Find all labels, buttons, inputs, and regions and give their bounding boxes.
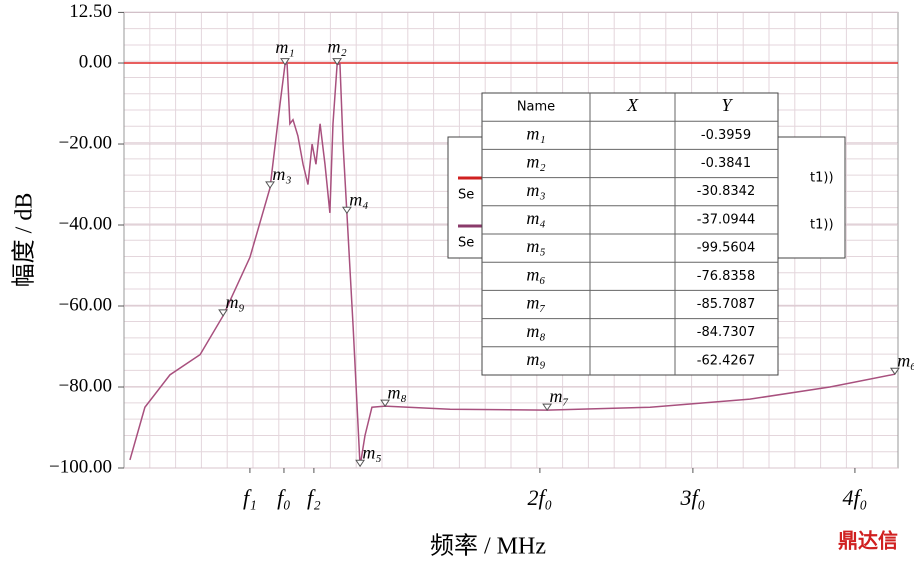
table-y: -62.4267 [697,353,755,368]
y-tick-label: −40.00 [59,213,112,234]
x-axis-label: 频率 / MHz [430,533,546,560]
table-y: -30.8342 [697,184,755,199]
table-name: m₇ [526,293,545,313]
y-tick-label: 12.50 [69,1,112,22]
series-line [129,61,896,467]
marker [380,399,391,408]
x-tick-label: 2f₀ [528,485,553,510]
table-name: m₁ [526,123,545,143]
marker-label: m₇ [549,386,568,406]
marker [332,58,343,66]
x-tick-label: 4f₀ [843,485,868,510]
table-name: m₄ [526,208,545,228]
table-header: Y [721,95,733,115]
marker-label: m₆ [897,350,914,370]
marker-label: m₁ [275,37,294,57]
legend-text: Se [458,188,474,203]
table-y: -99.5604 [697,241,755,256]
table-header: Name [517,100,555,115]
marker [355,459,366,468]
table-name: m₆ [526,264,545,284]
table-y: -0.3959 [701,128,751,143]
y-axis-label: 幅度 / dB [11,193,38,288]
y-tick-label: −100.00 [49,456,112,477]
table-y: -0.3841 [701,156,751,171]
table-name: m₅ [526,236,545,256]
marker [218,309,229,317]
marker-label: m₅ [362,442,381,462]
table-y: -85.7087 [697,297,755,312]
x-tick-label: f₀ [277,485,291,510]
table-header: X [626,95,639,115]
marker [280,58,290,66]
y-tick-label: −20.00 [59,132,112,153]
y-tick-label: −80.00 [59,375,112,396]
table-y: -84.7307 [697,325,755,340]
y-tick-label: −60.00 [59,294,112,315]
marker [542,403,553,412]
legend-text: t1)) [810,171,834,186]
x-tick-label: f₁ [243,485,257,510]
table-name: m₂ [526,152,545,172]
marker-label: m₉ [225,292,244,312]
table-name: m₉ [526,349,545,369]
table-y: -37.0944 [697,212,755,227]
marker [341,206,352,215]
marker [889,367,900,376]
y-tick-label: 0.00 [79,51,112,72]
marker [265,181,275,189]
table-y: -76.8358 [697,269,755,284]
x-tick-label: f₂ [307,485,321,510]
legend-text: t1)) [810,218,834,233]
watermark: 鼎达信 [838,529,898,553]
table-name: m₈ [526,321,545,341]
x-tick-label: 3f₀ [680,485,706,510]
marker-label: m₃ [272,164,291,184]
table-name: m₃ [526,180,545,200]
legend-text: Se [458,236,474,251]
marker-label: m₈ [387,382,406,402]
marker-label: m₂ [327,37,346,57]
marker-label: m₄ [349,189,368,209]
